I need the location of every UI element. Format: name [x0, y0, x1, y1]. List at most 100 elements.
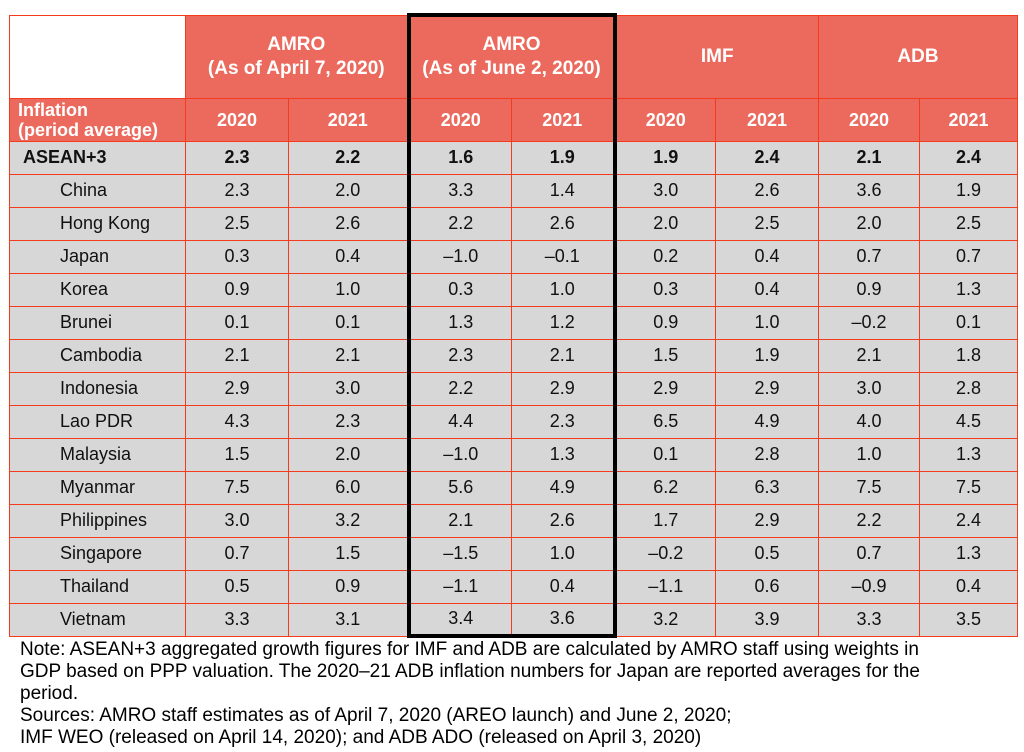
table-cell: 2.9	[614, 371, 716, 406]
row-label: Brunei	[9, 305, 186, 340]
table-cell: 2.4	[919, 140, 1018, 175]
table-cell: 0.5	[715, 536, 819, 571]
empty-corner	[9, 14, 186, 99]
row-label: Lao PDR	[9, 404, 186, 439]
table-cell: 2.1	[185, 338, 289, 373]
table-cell: 2.1	[406, 503, 512, 538]
row-label: Hong Kong	[9, 206, 186, 241]
table-cell: 7.5	[185, 470, 289, 505]
year-header: 2021	[511, 97, 617, 142]
table-cell: 0.9	[818, 272, 920, 307]
table-cell: 2.3	[185, 173, 289, 208]
table-cell: 2.0	[818, 206, 920, 241]
table-row: Cambodia 2.1 2.1 2.3 2.1 1.5 1.9 2.1 1.8	[9, 338, 1018, 373]
table-cell: 2.0	[288, 173, 409, 208]
group-sublabel: (As of April 7, 2020)	[207, 57, 385, 79]
table-row: Lao PDR 4.3 2.3 4.4 2.3 6.5 4.9 4.0 4.5	[9, 404, 1018, 439]
group-header-row: AMRO (As of April 7, 2020) AMRO (As of J…	[9, 13, 1018, 99]
table-cell: 7.5	[919, 470, 1018, 505]
table-cell: 2.2	[406, 206, 512, 241]
row-label: Korea	[9, 272, 186, 307]
table-row: Thailand 0.5 0.9 –1.1 0.4 –1.1 0.6 –0.9 0.4	[9, 569, 1018, 604]
row-label: Japan	[9, 239, 186, 274]
table-cell: 3.2	[614, 602, 716, 637]
table-cell: 1.5	[614, 338, 716, 373]
table-cell: 0.9	[614, 305, 716, 340]
row-label: Vietnam	[9, 602, 186, 637]
table-cell: 2.6	[715, 173, 819, 208]
table-cell: 2.1	[288, 338, 409, 373]
table-row: ASEAN+3 2.3 2.2 1.6 1.9 1.9 2.4 2.1 2.4	[9, 140, 1018, 175]
table-cell: 1.0	[511, 536, 617, 571]
row-label: Philippines	[9, 503, 186, 538]
table-cell: 6.0	[288, 470, 409, 505]
table-cell: 0.7	[919, 239, 1018, 274]
table-title-line2: (period average)	[18, 119, 159, 140]
table-cell: 2.1	[818, 140, 920, 175]
table-cell: 2.9	[715, 503, 819, 538]
table-cell: 1.2	[511, 305, 617, 340]
table-cell: 0.9	[288, 569, 409, 604]
table-cell: 1.9	[614, 140, 716, 175]
group-header-imf: IMF	[614, 14, 819, 99]
table-cell: 2.8	[715, 437, 819, 472]
table-cell: 3.6	[511, 602, 617, 638]
source-line: Sources: AMRO staff estimates as of Apri…	[20, 705, 732, 726]
table-cell: 0.1	[185, 305, 289, 340]
table-cell: –1.1	[406, 569, 512, 604]
table-cell: 1.0	[511, 272, 617, 307]
table-cell: 4.0	[818, 404, 920, 439]
group-label: IMF	[700, 45, 734, 67]
table-cell: 0.4	[919, 569, 1018, 604]
year-header: 2021	[288, 97, 409, 142]
table-cell: 0.4	[715, 272, 819, 307]
table-cell: 0.7	[818, 536, 920, 571]
table-cell: 3.6	[818, 173, 920, 208]
table-cell: 0.4	[511, 569, 617, 604]
table-cell: 1.8	[919, 338, 1018, 373]
year-header: 2020	[185, 97, 289, 142]
note-line: period.	[20, 683, 79, 704]
table-row: Malaysia 1.5 2.0 –1.0 1.3 0.1 2.8 1.0 1.3	[9, 437, 1018, 472]
table-cell: 3.5	[919, 602, 1018, 637]
table-cell: 0.4	[288, 239, 409, 274]
table-cell: 3.3	[185, 602, 289, 637]
table-cell: 2.3	[406, 338, 512, 373]
table-cell: 2.6	[511, 206, 617, 241]
year-header-row: Inflation (period average) 2020 2021 202…	[9, 97, 1018, 142]
table-row: Indonesia 2.9 3.0 2.2 2.9 2.9 2.9 3.0 2.8	[9, 371, 1018, 406]
table-cell: 3.0	[818, 371, 920, 406]
row-label: ASEAN+3	[9, 140, 186, 175]
table-cell: 1.0	[715, 305, 819, 340]
table-cell: 0.7	[818, 239, 920, 274]
table-cell: 2.6	[511, 503, 617, 538]
table-row: Vietnam 3.3 3.1 3.4 3.6 3.2 3.9 3.3 3.5	[9, 602, 1018, 638]
table-cell: –1.5	[406, 536, 512, 571]
table-cell: 2.0	[288, 437, 409, 472]
year-header: 2020	[818, 97, 920, 142]
table-cell: 1.0	[818, 437, 920, 472]
table-cell: 1.3	[406, 305, 512, 340]
table-row: Singapore 0.7 1.5 –1.5 1.0 –0.2 0.5 0.7 1.3	[9, 536, 1018, 571]
note-line: GDP based on PPP valuation. The 2020–21 …	[20, 661, 920, 682]
year-header: 2021	[919, 97, 1018, 142]
group-label: ADB	[897, 45, 939, 67]
table-cell: 1.9	[919, 173, 1018, 208]
table-cell: 1.3	[511, 437, 617, 472]
table-cell: 2.9	[715, 371, 819, 406]
row-label: China	[9, 173, 186, 208]
table-cell: 4.4	[406, 404, 512, 439]
table-cell: 6.5	[614, 404, 716, 439]
table-cell: 2.5	[715, 206, 819, 241]
table-cell: 2.5	[185, 206, 289, 241]
table-cell: 1.3	[919, 272, 1018, 307]
table-cell: 4.9	[715, 404, 819, 439]
source-line: IMF WEO (released on April 14, 2020); an…	[20, 727, 702, 748]
table-cell: –1.0	[406, 239, 512, 274]
table-cell: –0.1	[511, 239, 617, 274]
table-cell: 2.3	[288, 404, 409, 439]
table-row: Hong Kong 2.5 2.6 2.2 2.6 2.0 2.5 2.0 2.5	[9, 206, 1018, 241]
row-label: Singapore	[9, 536, 186, 571]
table-cell: 2.2	[288, 140, 409, 175]
